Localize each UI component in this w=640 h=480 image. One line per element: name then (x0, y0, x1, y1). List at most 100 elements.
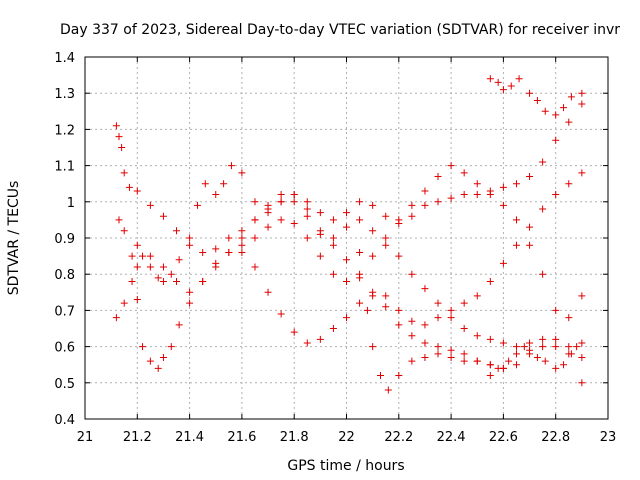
data-point (186, 241, 194, 249)
data-point (356, 248, 364, 256)
data-point (552, 306, 560, 314)
data-point (120, 299, 128, 307)
data-point (447, 306, 455, 314)
data-point (552, 191, 560, 199)
data-point (567, 93, 575, 101)
data-point (460, 357, 468, 365)
data-point (473, 180, 481, 188)
data-point (421, 187, 429, 195)
data-point (578, 89, 586, 97)
data-point (408, 332, 416, 340)
data-point (251, 216, 259, 224)
axis-ticks: 21 21.2 21.4 21.6 21.8 22 22.2 22.4 22.6 22.8 23 0.… (54, 51, 616, 445)
data-point (408, 317, 416, 325)
y-tick-label: 0.8 (54, 268, 75, 283)
data-point (395, 372, 403, 380)
data-point (473, 332, 481, 340)
data-point (578, 339, 586, 347)
data-point (316, 252, 324, 260)
data-point (220, 180, 228, 188)
data-point (154, 364, 162, 372)
data-point (526, 89, 534, 97)
data-point (329, 270, 337, 278)
data-point (565, 118, 573, 126)
data-point (369, 227, 377, 235)
data-marks (112, 75, 586, 394)
data-point (225, 234, 233, 242)
series-track-8 (486, 339, 586, 380)
data-point (356, 216, 364, 224)
data-point (408, 270, 416, 278)
data-point (139, 343, 147, 351)
data-point (384, 386, 392, 394)
data-point (277, 198, 285, 206)
chart-title: Day 337 of 2023, Sidereal Day-to-day VTE… (60, 22, 620, 38)
data-point (541, 107, 549, 115)
data-point (382, 303, 390, 311)
data-point (421, 353, 429, 361)
data-point (473, 191, 481, 199)
data-point (539, 335, 547, 343)
data-point (193, 201, 201, 209)
data-point (447, 346, 455, 354)
data-point (578, 100, 586, 108)
data-point (526, 339, 534, 347)
data-point (376, 372, 384, 380)
data-point (290, 220, 298, 228)
data-point (199, 277, 207, 285)
series-track-4 (133, 162, 586, 387)
data-point (227, 162, 235, 170)
series-track-6 (486, 75, 586, 119)
data-point (512, 343, 520, 351)
data-point (578, 292, 586, 300)
data-point (303, 212, 311, 220)
data-point (539, 158, 547, 166)
data-point (120, 227, 128, 235)
data-point (539, 343, 547, 351)
data-point (395, 321, 403, 329)
data-point (212, 191, 220, 199)
series-track-2 (112, 162, 586, 361)
data-point (369, 201, 377, 209)
data-point (133, 241, 141, 249)
x-axis-title: GPS time / hours (287, 458, 404, 474)
data-point (199, 248, 207, 256)
series-track-5 (238, 169, 586, 347)
data-point (175, 256, 183, 264)
data-point (343, 314, 350, 322)
data-point (552, 364, 560, 372)
data-point (512, 241, 520, 249)
data-point (343, 277, 350, 285)
data-point (434, 299, 442, 307)
data-point (382, 234, 390, 242)
x-tick-label: 22.6 (489, 430, 518, 445)
data-point (578, 353, 586, 361)
data-point (408, 201, 416, 209)
data-point (382, 292, 390, 300)
data-point (434, 343, 442, 351)
data-point (434, 350, 442, 358)
data-point (565, 180, 573, 188)
data-point (175, 321, 183, 329)
data-point (512, 216, 520, 224)
data-point (186, 288, 194, 296)
data-point (486, 372, 494, 380)
x-tick-label: 22 (338, 430, 355, 445)
data-point (201, 180, 209, 188)
data-point (159, 263, 167, 271)
data-point (128, 277, 136, 285)
data-point (303, 205, 311, 213)
series-track-1 (112, 100, 586, 256)
data-point (382, 212, 390, 220)
data-point (112, 122, 120, 130)
data-point (515, 75, 523, 83)
data-point (552, 335, 560, 343)
data-point (356, 299, 364, 307)
data-point (329, 216, 337, 224)
data-point (369, 252, 377, 260)
data-point (460, 299, 468, 307)
data-point (303, 198, 311, 206)
data-point (408, 212, 416, 220)
data-point (167, 343, 175, 351)
